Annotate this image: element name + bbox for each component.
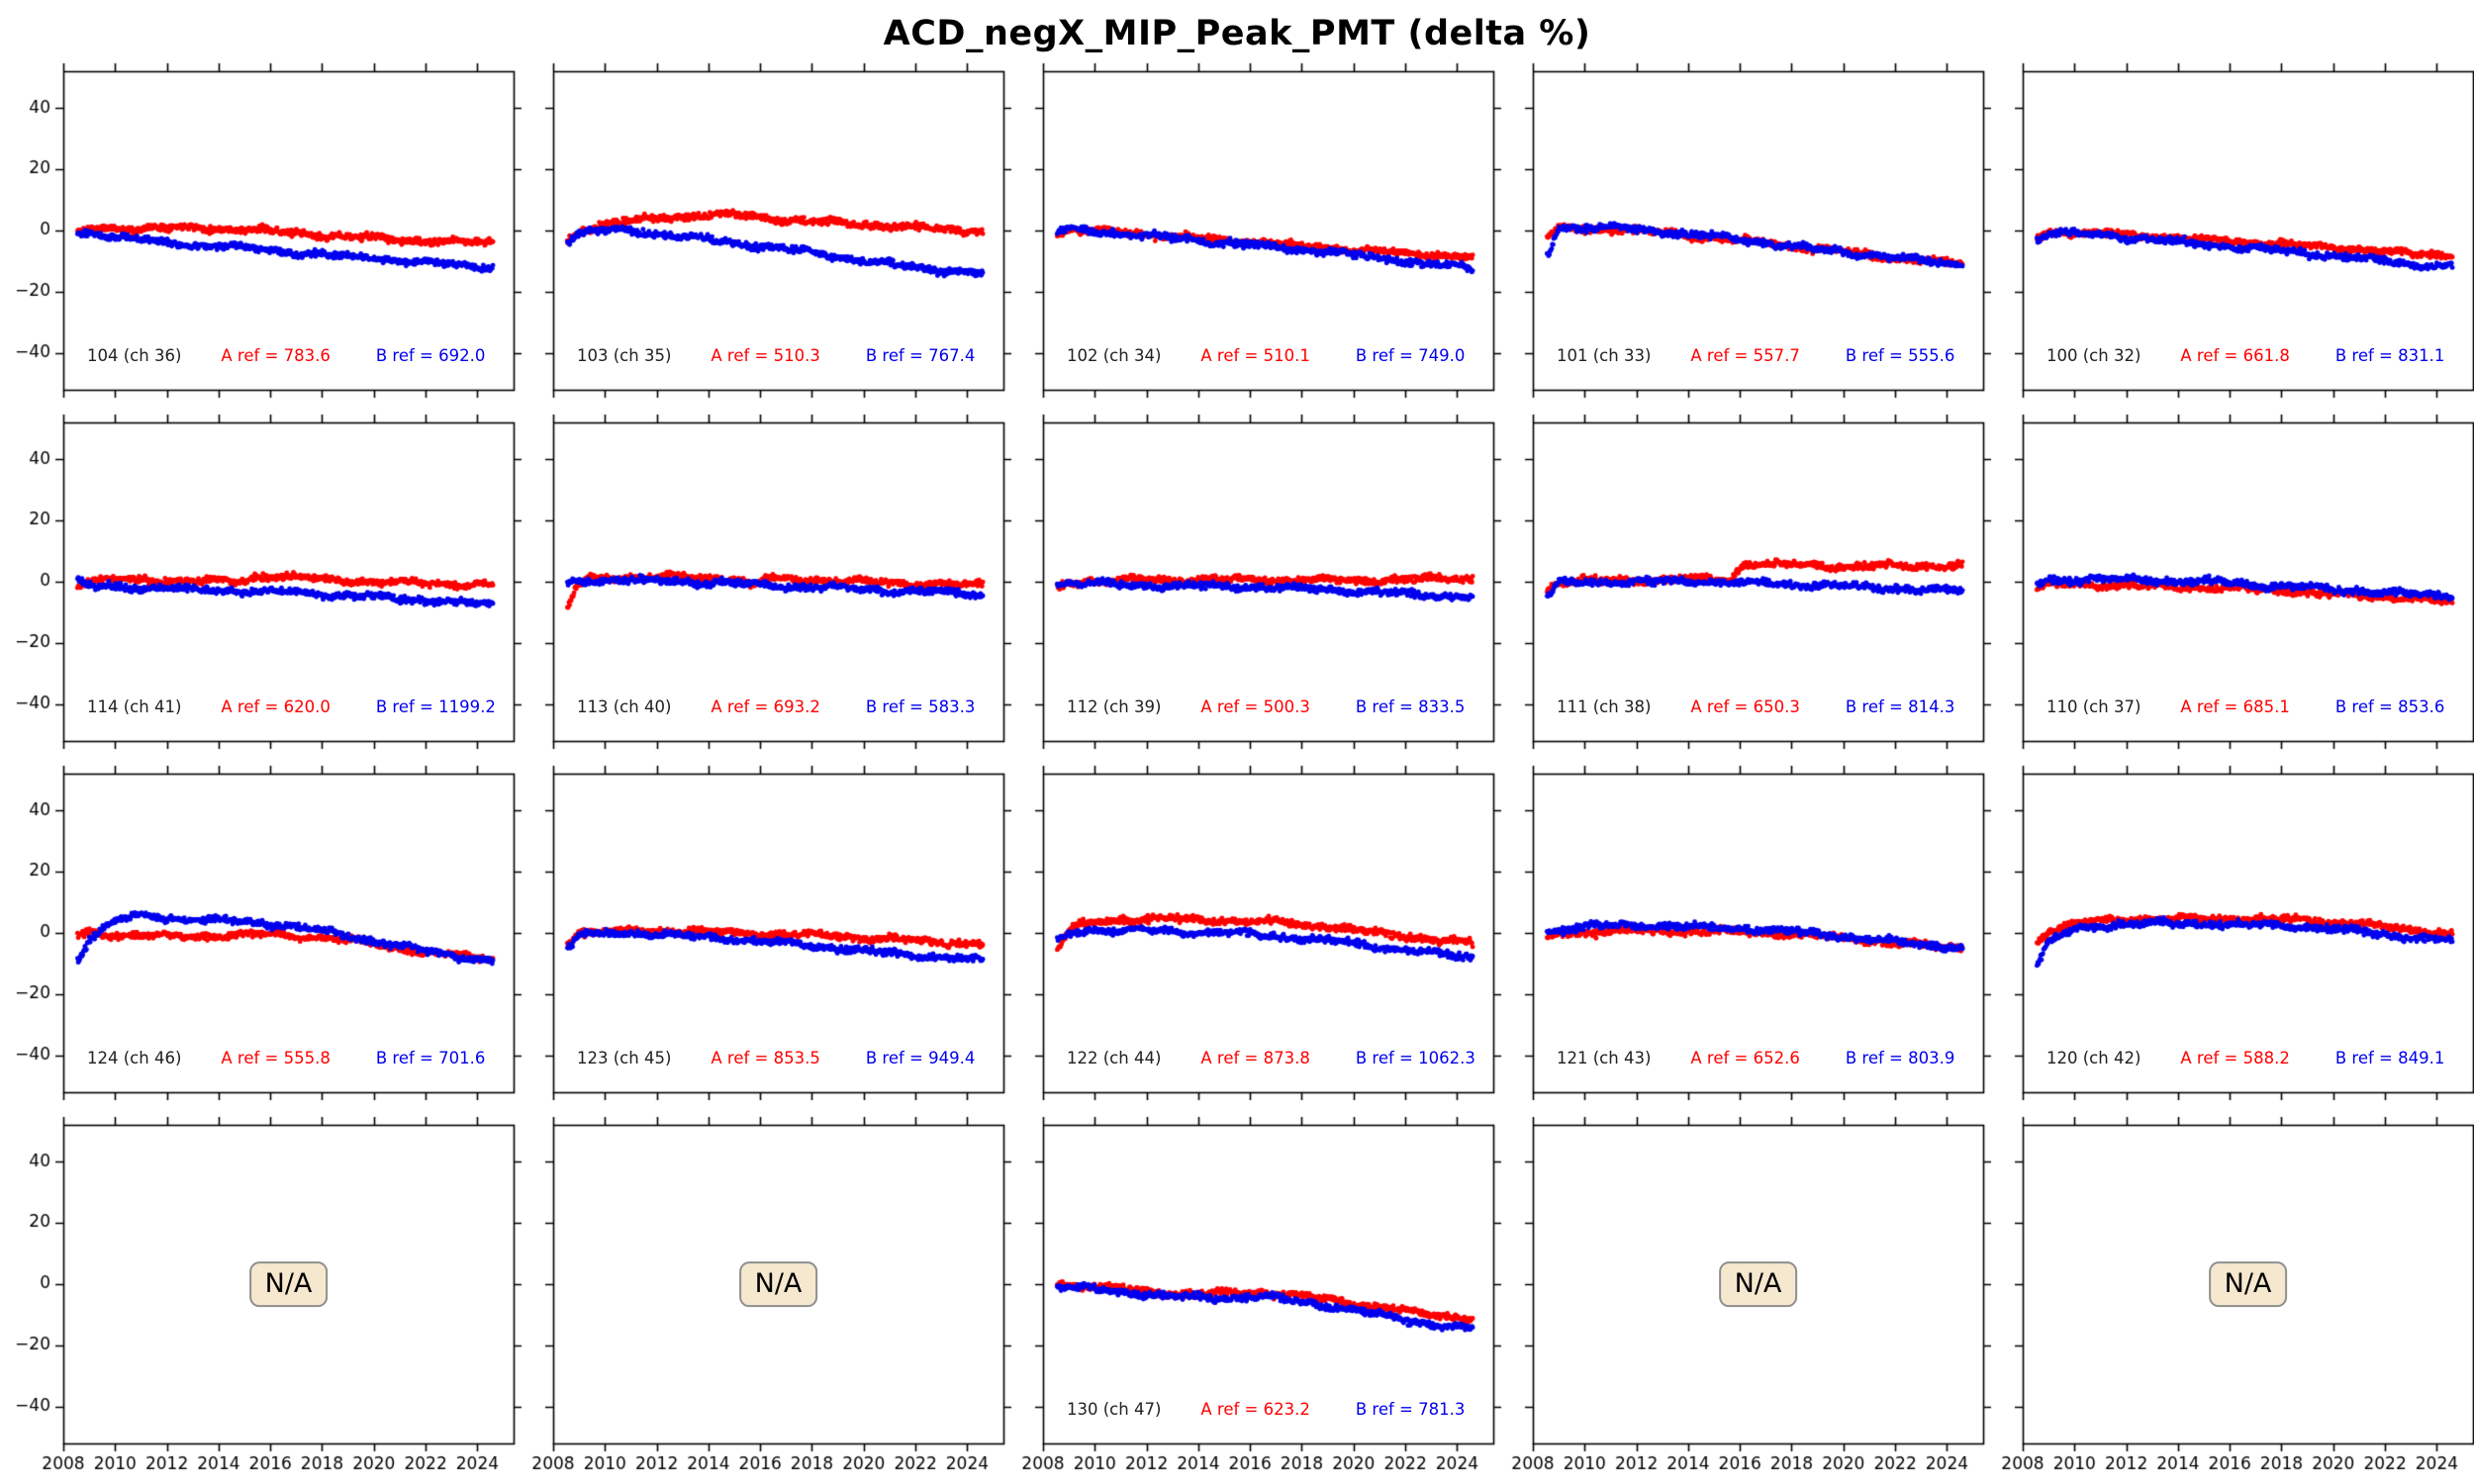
a-ref-label: A ref = 853.5 xyxy=(711,1049,820,1067)
panel-label: 113 (ch 40) A ref = 693.2 B ref = 583.3 xyxy=(577,697,975,716)
na-badge: N/A xyxy=(1718,1261,1798,1307)
a-ref-label: A ref = 652.6 xyxy=(1690,1049,1800,1067)
channel-label: 112 (ch 39) xyxy=(1067,697,1162,716)
channel-label: 124 (ch 46) xyxy=(87,1049,182,1067)
b-ref-label: B ref = 833.5 xyxy=(1355,697,1466,716)
channel-label: 120 (ch 42) xyxy=(2046,1049,2141,1067)
panel-label: 104 (ch 36) A ref = 783.6 B ref = 692.0 xyxy=(87,346,485,365)
channel-label: 111 (ch 38) xyxy=(1557,697,1652,716)
panel-label: 120 (ch 42) A ref = 588.2 B ref = 849.1 xyxy=(2046,1049,2444,1067)
panel-label: 101 (ch 33) A ref = 557.7 B ref = 555.6 xyxy=(1557,346,1954,365)
channel-label: 101 (ch 33) xyxy=(1557,346,1652,365)
b-ref-label: B ref = 749.0 xyxy=(1355,346,1466,365)
b-ref-label: B ref = 814.3 xyxy=(1845,697,1955,716)
b-ref-label: B ref = 849.1 xyxy=(2334,1049,2445,1067)
channel-label: 103 (ch 35) xyxy=(577,346,672,365)
a-ref-label: A ref = 650.3 xyxy=(1690,697,1800,716)
channel-label: 110 (ch 37) xyxy=(2046,697,2141,716)
b-ref-label: B ref = 781.3 xyxy=(1355,1400,1466,1419)
a-ref-label: A ref = 500.3 xyxy=(1200,697,1310,716)
b-ref-label: B ref = 803.9 xyxy=(1845,1049,1955,1067)
b-ref-label: B ref = 555.6 xyxy=(1845,346,1955,365)
a-ref-label: A ref = 661.8 xyxy=(2180,346,2290,365)
a-ref-label: A ref = 588.2 xyxy=(2180,1049,2290,1067)
panel-label: 112 (ch 39) A ref = 500.3 B ref = 833.5 xyxy=(1067,697,1465,716)
panel-label: 100 (ch 32) A ref = 661.8 B ref = 831.1 xyxy=(2046,346,2444,365)
channel-label: 100 (ch 32) xyxy=(2046,346,2141,365)
b-ref-label: B ref = 1062.3 xyxy=(1355,1049,1475,1067)
panel-label: 110 (ch 37) A ref = 685.1 B ref = 853.6 xyxy=(2046,697,2444,716)
chart-title: ACD_negX_MIP_Peak_PMT (delta %) xyxy=(883,14,1591,53)
b-ref-label: B ref = 692.0 xyxy=(375,346,486,365)
a-ref-label: A ref = 620.0 xyxy=(221,697,331,716)
a-ref-label: A ref = 557.7 xyxy=(1690,346,1800,365)
panel-label: 121 (ch 43) A ref = 652.6 B ref = 803.9 xyxy=(1557,1049,1954,1067)
channel-label: 114 (ch 41) xyxy=(87,697,182,716)
na-badge: N/A xyxy=(248,1261,329,1307)
channel-label: 121 (ch 43) xyxy=(1557,1049,1652,1067)
channel-label: 113 (ch 40) xyxy=(577,697,672,716)
a-ref-label: A ref = 685.1 xyxy=(2180,697,2290,716)
a-ref-label: A ref = 555.8 xyxy=(221,1049,331,1067)
panel-label: 102 (ch 34) A ref = 510.1 B ref = 749.0 xyxy=(1067,346,1465,365)
panel-label: 123 (ch 45) A ref = 853.5 B ref = 949.4 xyxy=(577,1049,975,1067)
channel-label: 123 (ch 45) xyxy=(577,1049,672,1067)
a-ref-label: A ref = 510.1 xyxy=(1200,346,1310,365)
b-ref-label: B ref = 853.6 xyxy=(2334,697,2445,716)
channel-label: 130 (ch 47) xyxy=(1067,1400,1162,1419)
a-ref-label: A ref = 873.8 xyxy=(1200,1049,1310,1067)
channel-label: 104 (ch 36) xyxy=(87,346,182,365)
panel-label: 124 (ch 46) A ref = 555.8 B ref = 701.6 xyxy=(87,1049,485,1067)
channel-label: 122 (ch 44) xyxy=(1067,1049,1162,1067)
panel-label: 122 (ch 44) A ref = 873.8 B ref = 1062.3 xyxy=(1067,1049,1475,1067)
panel-label: 111 (ch 38) A ref = 650.3 B ref = 814.3 xyxy=(1557,697,1954,716)
na-badge: N/A xyxy=(2208,1261,2288,1307)
channel-label: 102 (ch 34) xyxy=(1067,346,1162,365)
b-ref-label: B ref = 583.3 xyxy=(865,697,976,716)
panel-label: 103 (ch 35) A ref = 510.3 B ref = 767.4 xyxy=(577,346,975,365)
panel-label: 114 (ch 41) A ref = 620.0 B ref = 1199.2 xyxy=(87,697,496,716)
panel-label: 130 (ch 47) A ref = 623.2 B ref = 781.3 xyxy=(1067,1400,1465,1419)
b-ref-label: B ref = 1199.2 xyxy=(375,697,496,716)
b-ref-label: B ref = 767.4 xyxy=(865,346,976,365)
a-ref-label: A ref = 623.2 xyxy=(1200,1400,1310,1419)
a-ref-label: A ref = 783.6 xyxy=(221,346,331,365)
na-badge: N/A xyxy=(738,1261,818,1307)
a-ref-label: A ref = 510.3 xyxy=(711,346,820,365)
b-ref-label: B ref = 701.6 xyxy=(375,1049,486,1067)
b-ref-label: B ref = 831.1 xyxy=(2334,346,2445,365)
b-ref-label: B ref = 949.4 xyxy=(865,1049,976,1067)
a-ref-label: A ref = 693.2 xyxy=(711,697,820,716)
